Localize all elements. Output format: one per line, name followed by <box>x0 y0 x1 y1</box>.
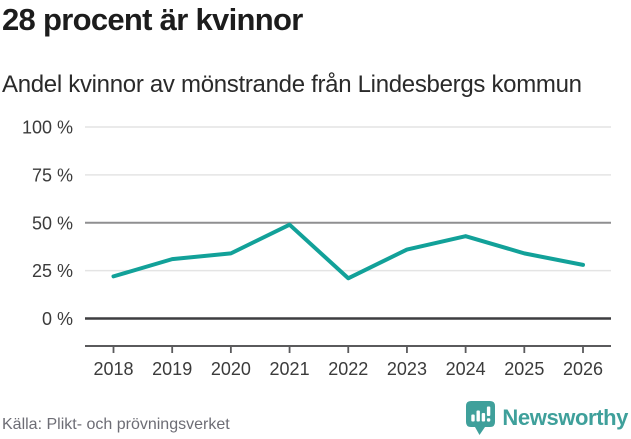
data-line <box>111 222 585 281</box>
chart-subtitle: Andel kvinnor av mönstrande från Lindesb… <box>2 71 582 98</box>
y-tick-label: 100 % <box>22 118 73 138</box>
y-tick-label: 25 % <box>32 261 73 281</box>
line-chart: 0 % 25 % 50 % 75 % 100 % 2018 2019 2020 2021 2022… <box>22 118 611 379</box>
bar-chart-glyph <box>471 406 491 422</box>
x-tick-label: 2021 <box>270 359 310 379</box>
x-tick-label: 2019 <box>152 359 192 379</box>
x-tick-label: 2026 <box>563 359 603 379</box>
y-tick-label: 50 % <box>32 213 73 233</box>
speech-bubble-shape <box>466 401 496 435</box>
x-tick-label: 2024 <box>446 359 486 379</box>
x-tick-label: 2023 <box>387 359 427 379</box>
newsworthy-wordmark: Newsworthy <box>502 405 628 430</box>
y-tick-label: 0 % <box>42 309 73 329</box>
x-tick-label: 2020 <box>211 359 251 379</box>
source-note: Källa: Plikt- och prövningsverket <box>2 416 230 433</box>
newsworthy-icon <box>466 401 496 435</box>
newsworthy-brand: Newsworthy <box>466 401 628 435</box>
x-tick-label: 2018 <box>93 359 133 379</box>
x-tick-label: 2022 <box>328 359 368 379</box>
y-tick-label: 75 % <box>32 165 73 185</box>
chart-title: 28 procent är kvinnor <box>2 2 303 37</box>
x-tick-label: 2025 <box>504 359 544 379</box>
